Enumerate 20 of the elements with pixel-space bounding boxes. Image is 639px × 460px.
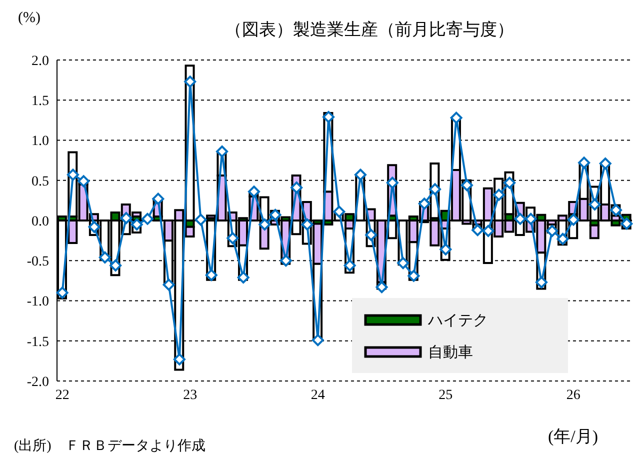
x-tick-label: 24 <box>310 388 325 403</box>
text: (出所) ＦＲＢデータより作成 <box>14 438 206 455</box>
y-tick-label: 1.0 <box>32 134 49 150</box>
y-tick-label: 2.0 <box>32 54 49 69</box>
legend-label: ハイテク <box>428 312 488 330</box>
x-tick-label: 26 <box>566 388 580 403</box>
legend-label: 自動車 <box>428 344 473 362</box>
x-axis-title: (年/月) <box>548 426 598 448</box>
y-tick-label: -2.0 <box>26 374 49 390</box>
chart-title: （図表）製造業生産（前月比寄与度） <box>225 20 514 39</box>
y-tick-label: -1.5 <box>26 334 49 350</box>
y-tick-label: -0.5 <box>26 254 49 270</box>
y-tick-label: -1.0 <box>26 294 49 310</box>
y-axis-title: (%) <box>18 10 40 27</box>
y-tick-label: 0.5 <box>32 174 49 190</box>
x-tick-label: 23 <box>183 388 198 403</box>
y-tick-label: 1.5 <box>32 94 49 110</box>
x-tick-label: 25 <box>438 388 453 403</box>
x-tick-label: 22 <box>55 388 70 403</box>
y-tick-label: 0.0 <box>32 214 49 230</box>
